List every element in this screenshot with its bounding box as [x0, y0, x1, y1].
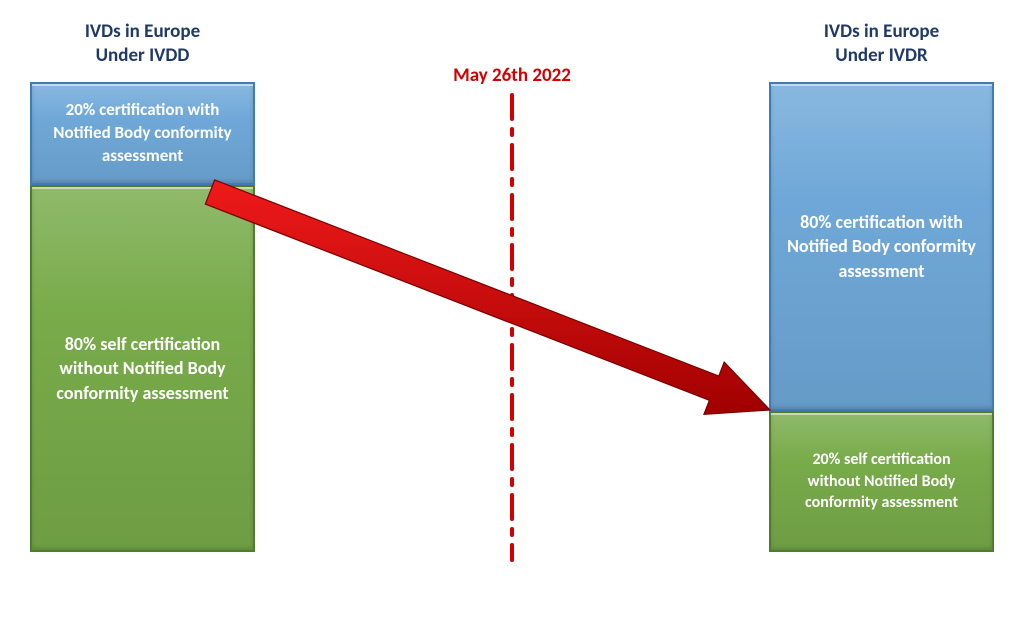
- left-segment-self-label: 80% self certification without Notified …: [46, 332, 239, 405]
- right-title-line1: IVDs in Europe: [824, 20, 939, 43]
- right-bar: 80% certification with Notified Body con…: [769, 82, 994, 552]
- left-segment-self: 80% self certification without Notified …: [30, 185, 255, 552]
- transition-arrow: [205, 180, 770, 414]
- left-segment-notified: 20% certification with Notified Body con…: [30, 82, 255, 185]
- left-bar: 20% certification with Notified Body con…: [30, 82, 255, 552]
- left-title-line1: IVDs in Europe: [85, 20, 200, 43]
- diagram-stage: IVDs in Europe Under IVDD IVDs in Europe…: [0, 0, 1024, 618]
- left-title-line2: Under IVDD: [96, 44, 190, 67]
- right-segment-self-label: 20% self certification without Notified …: [785, 449, 978, 514]
- left-title: IVDs in Europe Under IVDD: [30, 20, 255, 68]
- right-segment-notified: 80% certification with Notified Body con…: [769, 82, 994, 411]
- date-marker-label: May 26th 2022: [412, 64, 612, 87]
- right-segment-self: 20% self certification without Notified …: [769, 411, 994, 552]
- right-segment-notified-label: 80% certification with Notified Body con…: [785, 210, 978, 283]
- right-title: IVDs in Europe Under IVDR: [769, 20, 994, 68]
- date-marker-text: May 26th 2022: [453, 64, 571, 87]
- right-title-line2: Under IVDR: [835, 44, 927, 67]
- left-segment-notified-label: 20% certification with Notified Body con…: [46, 99, 239, 168]
